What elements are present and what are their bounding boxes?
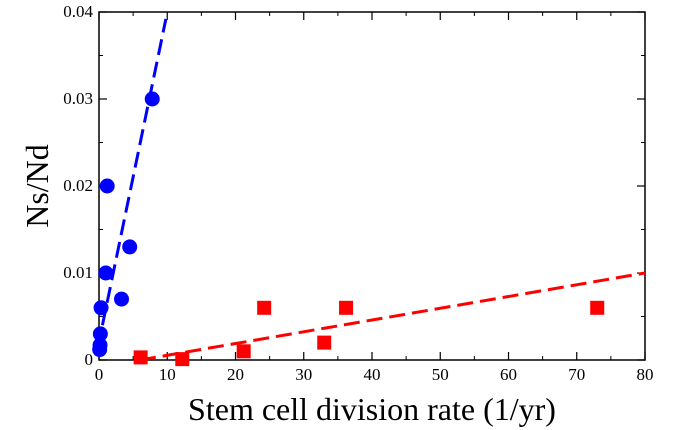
x-tick-label: 70 xyxy=(568,365,585,384)
series-1-point xyxy=(122,239,138,255)
series-1-point xyxy=(144,91,160,107)
series-2-point xyxy=(175,352,190,367)
fit-line-1 xyxy=(100,18,168,326)
fit-lines xyxy=(100,18,646,362)
y-tick-label: 0.02 xyxy=(63,176,93,195)
y-tick-label: 0.03 xyxy=(63,89,93,108)
x-tick-label: 20 xyxy=(227,365,244,384)
series-1-point xyxy=(92,326,108,342)
y-tick-label: 0.01 xyxy=(63,263,93,282)
x-tick-label: 10 xyxy=(159,365,176,384)
x-axis-label: Stem cell division rate (1/yr) xyxy=(188,391,556,427)
series-2-point xyxy=(590,300,605,315)
x-tick-label: 80 xyxy=(637,365,654,384)
series-1-point xyxy=(98,265,114,281)
axis-ticks: 0 10 20 30 40 50 60 70 80 0 0.01 0.02 0.03 0.04 xyxy=(63,2,653,384)
series-1-point xyxy=(99,178,115,194)
x-tick-label: 40 xyxy=(364,365,381,384)
series-2-point xyxy=(236,344,251,359)
series-1-point xyxy=(93,300,109,316)
y-axis-label: Ns/Nd xyxy=(19,144,55,228)
series-1-point xyxy=(114,291,130,307)
x-tick-label: 30 xyxy=(295,365,312,384)
series-1-point xyxy=(92,337,108,353)
fit-line-2 xyxy=(139,271,646,362)
x-tick-label: 50 xyxy=(432,365,449,384)
series-2-point xyxy=(317,335,332,350)
series-2-point xyxy=(257,300,272,315)
y-tick-label: 0.04 xyxy=(63,2,93,21)
data-markers xyxy=(92,91,605,367)
series-2-point xyxy=(133,350,148,365)
y-tick-label: 0 xyxy=(85,350,94,369)
x-tick-label: 60 xyxy=(500,365,517,384)
x-tick-label: 0 xyxy=(95,365,104,384)
plot-frame xyxy=(98,11,646,361)
series-2-point xyxy=(339,300,354,315)
